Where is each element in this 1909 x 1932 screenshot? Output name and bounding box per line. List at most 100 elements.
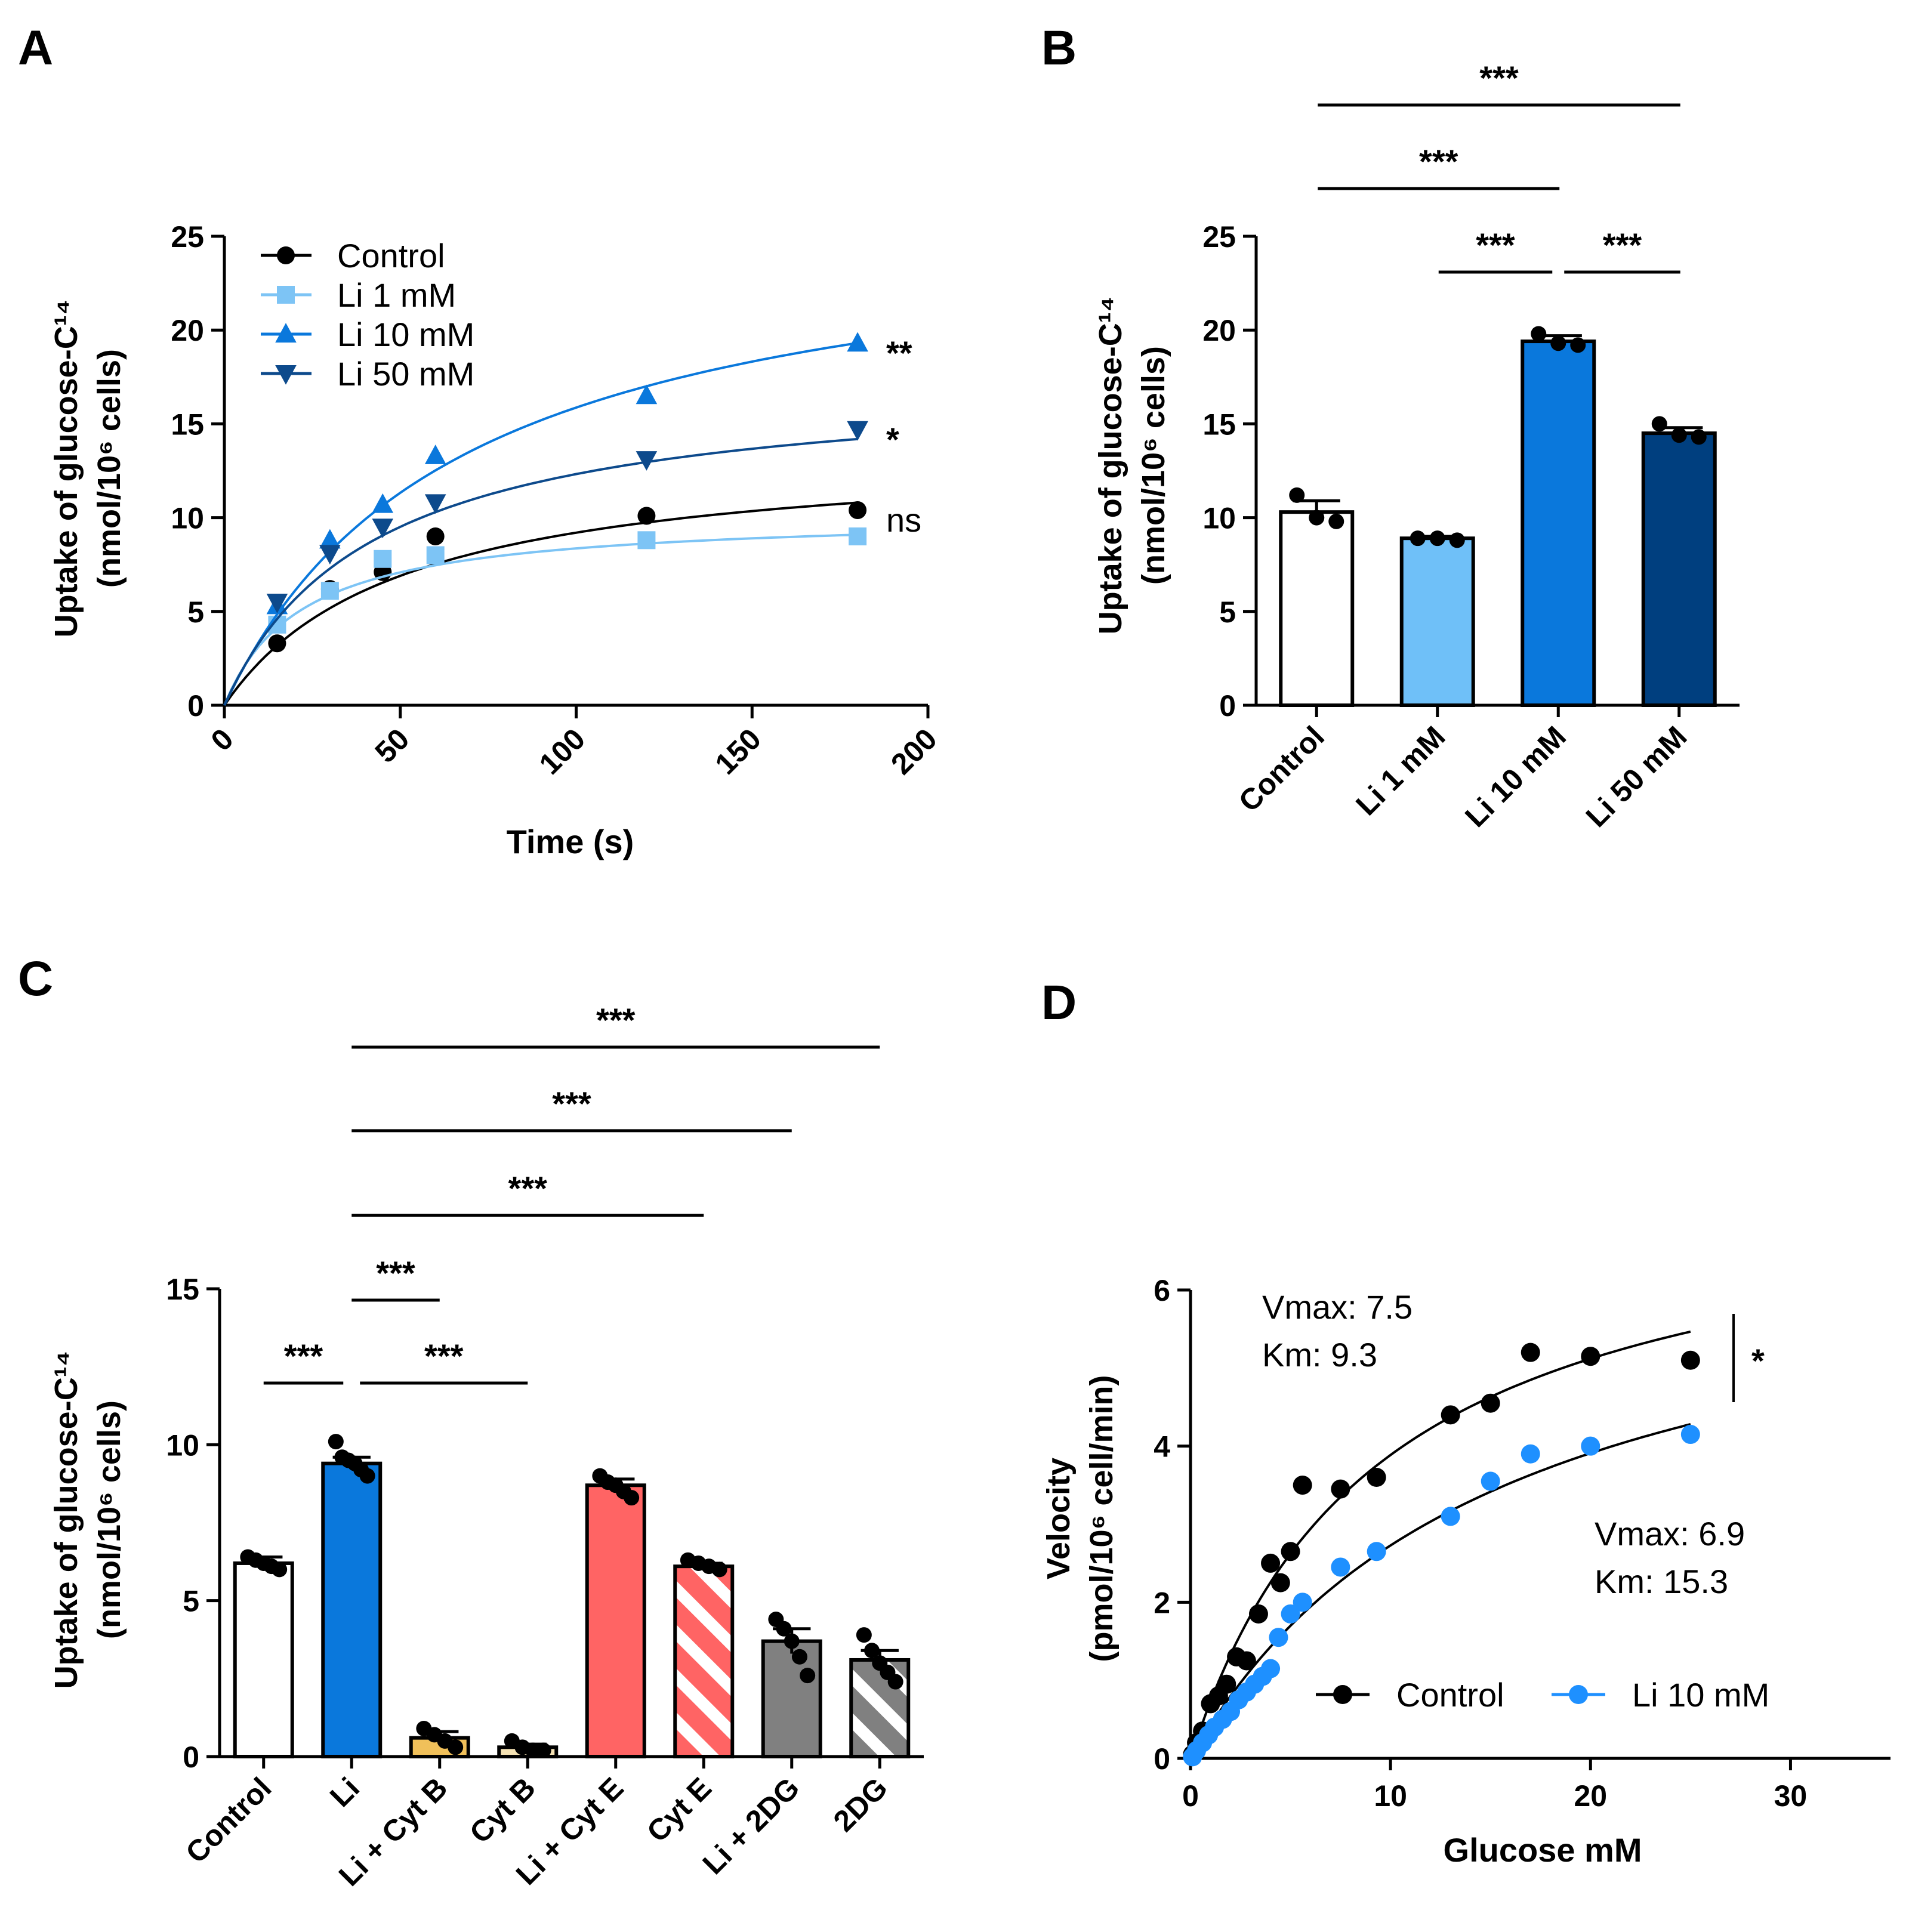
y-tick-label: 0 xyxy=(1154,1742,1170,1776)
y-axis-title-line2: (nmol/10⁶ cells) xyxy=(91,1400,127,1639)
y-tick-label: 10 xyxy=(166,1428,199,1462)
data-point xyxy=(1481,1471,1500,1491)
x-tick-label: 0 xyxy=(1182,1779,1199,1813)
replicate-point xyxy=(1531,326,1547,342)
x-tick-label: 100 xyxy=(533,722,592,781)
significance-label: * xyxy=(1751,1342,1765,1379)
replicate-point xyxy=(776,1621,792,1637)
data-point xyxy=(1521,1444,1540,1464)
panel-a-chart: 0 5 10 15 20 25 0 50 100 150 200 Time (s) Uptake of … xyxy=(48,220,943,860)
panel-b-label: B xyxy=(1041,21,1077,75)
data-point xyxy=(1270,1573,1290,1592)
y-axis-title-line1: Uptake of glucose-C¹⁴ xyxy=(1093,297,1128,635)
panel-c-chart: 0 5 10 15 Uptake of glucose-C¹⁴ (nmol/10⁶ cel… xyxy=(48,1001,924,1893)
y-tick-label: 20 xyxy=(1202,314,1236,347)
bar-2 xyxy=(321,1461,383,1759)
data-point xyxy=(636,384,658,405)
legend-marker xyxy=(277,246,295,264)
y-axis-title-line2: (pmol/10⁶ cell/min) xyxy=(1084,1375,1120,1662)
y-tick-label: 5 xyxy=(1219,595,1236,629)
data-point xyxy=(374,550,392,568)
x-category-label: Control xyxy=(179,1771,277,1869)
y-axis-title: Uptake of glucose-C¹⁴ (nmol/10⁶ cells) xyxy=(1093,297,1171,635)
y-tick-label: 10 xyxy=(171,502,204,535)
data-point xyxy=(1261,1659,1281,1678)
legend-entry: Li 50 mM xyxy=(337,355,474,393)
data-point xyxy=(1269,1628,1288,1647)
data-point xyxy=(1680,1350,1700,1370)
data-point xyxy=(847,332,868,352)
bar-3 xyxy=(1521,340,1596,707)
replicate-point xyxy=(359,1468,375,1484)
data-point xyxy=(1481,1393,1500,1413)
data-point xyxy=(849,527,867,546)
y-tick-label: 5 xyxy=(183,1585,199,1618)
replicate-point xyxy=(864,1643,880,1659)
y-axis-title: Uptake of glucose-C¹⁴ (nmol/10⁶ cells) xyxy=(48,300,127,638)
y-tick-label: 4 xyxy=(1154,1430,1170,1464)
y-tick-label: 25 xyxy=(1202,220,1236,254)
data-point xyxy=(320,582,339,600)
x-category-label: Cyt E xyxy=(640,1771,718,1848)
x-tick-label: 10 xyxy=(1374,1779,1407,1813)
x-category-label: Cyt B xyxy=(463,1771,542,1850)
data-point xyxy=(372,493,394,513)
replicate-point xyxy=(272,1561,288,1578)
legend-entry: Control xyxy=(1396,1676,1504,1714)
data-point xyxy=(1367,1542,1386,1561)
fit-curve-1 xyxy=(223,533,858,706)
y-tick-label: 15 xyxy=(1202,408,1236,441)
x-tick-label: 20 xyxy=(1574,1779,1607,1813)
li-km-annotation: Km: 15.3 xyxy=(1595,1563,1728,1600)
bar-1 xyxy=(233,1561,294,1759)
significance-label: ** xyxy=(886,334,912,372)
fit-curve-2 xyxy=(223,341,858,706)
y-axis-title-line2: (nmol/10⁶ cells) xyxy=(91,349,127,588)
data-point xyxy=(319,529,341,549)
data-point xyxy=(1261,1553,1281,1573)
data-point xyxy=(1331,1557,1350,1577)
x-tick-label: 50 xyxy=(369,722,416,769)
x-category-label: Li 50 mM xyxy=(1580,720,1694,834)
data-point xyxy=(1521,1342,1540,1362)
fit-curve-3 xyxy=(223,437,858,706)
legend-marker xyxy=(1333,1685,1352,1704)
data-point xyxy=(426,527,445,546)
data-point xyxy=(426,546,445,564)
significance-label: *** xyxy=(1419,143,1458,180)
replicate-point xyxy=(1309,510,1325,526)
replicate-point xyxy=(1651,416,1667,432)
data-point xyxy=(266,594,288,613)
data-point xyxy=(1281,1604,1300,1624)
significance-label: *** xyxy=(552,1085,591,1122)
y-axis-title: Uptake of glucose-C¹⁴ (nmol/10⁶ cells) xyxy=(48,1351,127,1689)
replicate-point xyxy=(1289,487,1305,503)
bar-1 xyxy=(1279,510,1355,708)
fit-curve-0 xyxy=(223,501,858,706)
panel-a-label: A xyxy=(18,21,53,75)
replicate-point xyxy=(784,1633,800,1649)
significance-label: *** xyxy=(1479,59,1519,97)
replicate-point xyxy=(887,1674,903,1690)
li-vmax-annotation: Vmax: 6.9 xyxy=(1595,1515,1745,1553)
y-axis-title-line1: Velocity xyxy=(1041,1458,1077,1579)
control-vmax-annotation: Vmax: 7.5 xyxy=(1262,1288,1413,1326)
bar-hatch-6 xyxy=(677,1568,731,1755)
x-category-label: Control xyxy=(1232,720,1331,818)
data-point xyxy=(424,445,446,464)
x-tick-label: 200 xyxy=(884,722,943,781)
data-point xyxy=(1680,1425,1700,1445)
x-axis-title: Glucose mM xyxy=(1444,1831,1642,1869)
replicate-point xyxy=(1429,530,1445,547)
x-category-label: Li xyxy=(323,1771,366,1813)
bar-2 xyxy=(1399,536,1475,708)
data-point xyxy=(1581,1436,1600,1456)
replicate-point xyxy=(1410,530,1426,547)
data-point xyxy=(1281,1542,1300,1561)
legend-entry: Li 1 mM xyxy=(337,276,456,314)
bar-5 xyxy=(585,1483,646,1759)
replicate-point xyxy=(1550,335,1566,351)
x-tick-label: 150 xyxy=(708,722,767,781)
significance-label: *** xyxy=(1603,226,1642,264)
y-axis-title-line1: Uptake of glucose-C¹⁴ xyxy=(48,1351,84,1689)
